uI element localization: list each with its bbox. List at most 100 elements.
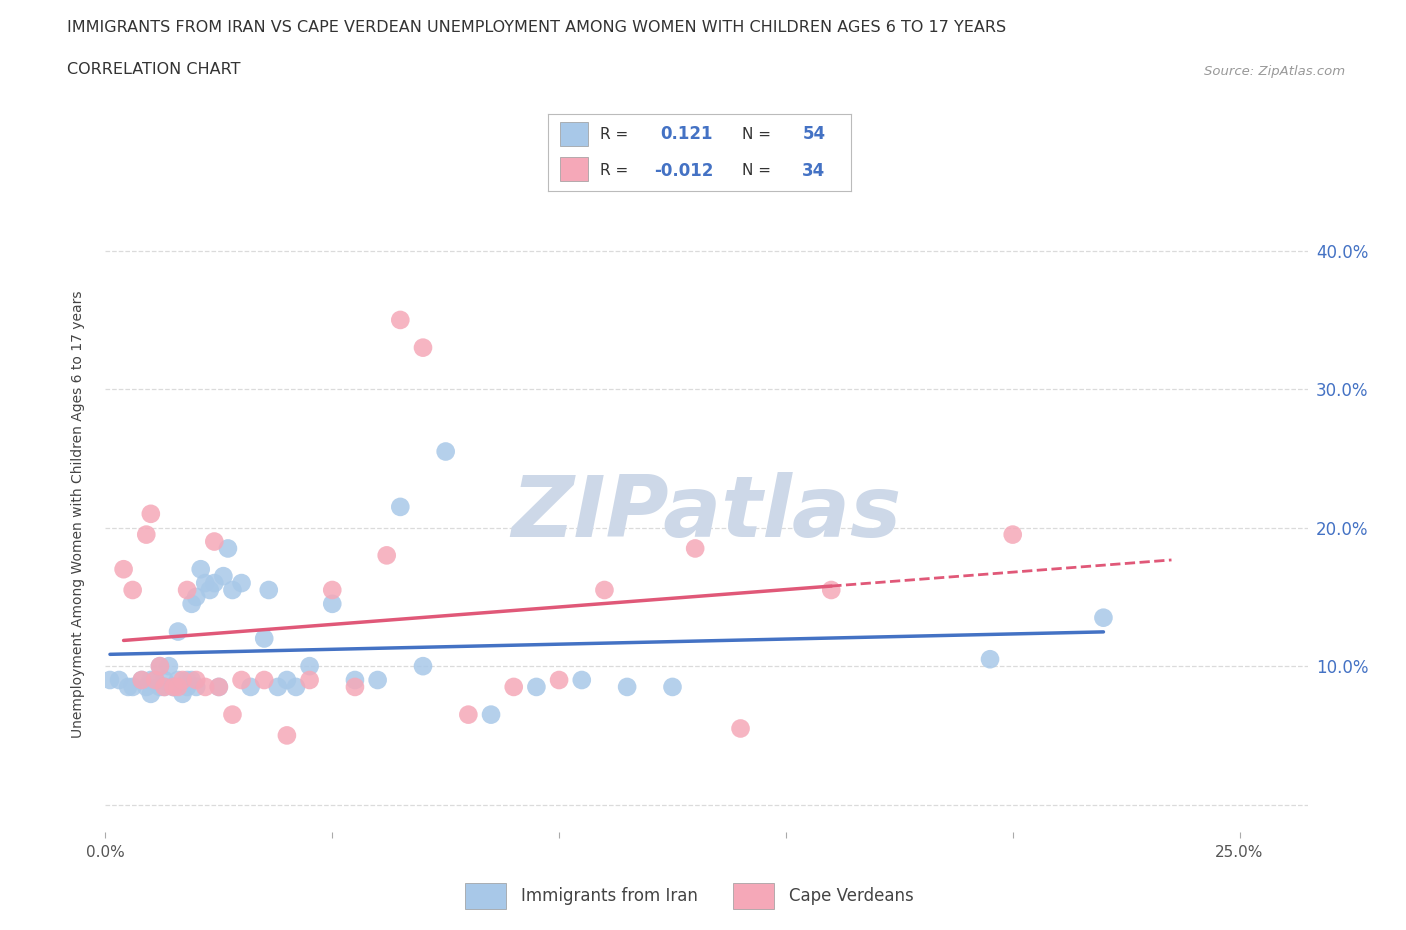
Text: N =: N =	[742, 126, 770, 141]
Point	[108, 672, 131, 687]
Point	[131, 672, 153, 687]
Text: Immigrants from Iran: Immigrants from Iran	[520, 886, 697, 905]
Point	[157, 658, 180, 673]
Point	[149, 658, 172, 673]
Point	[98, 672, 121, 687]
Point	[162, 680, 184, 695]
Point	[153, 672, 176, 687]
Point	[190, 562, 212, 577]
Point	[1092, 610, 1115, 625]
Point	[149, 680, 172, 695]
Point	[131, 672, 153, 687]
Text: R =: R =	[600, 126, 628, 141]
Point	[176, 582, 198, 597]
Point	[167, 672, 190, 687]
Text: R =: R =	[600, 164, 628, 179]
Point	[167, 624, 190, 639]
Point	[176, 680, 198, 695]
Point	[180, 596, 202, 611]
Point	[548, 672, 571, 687]
Point	[139, 506, 162, 521]
Point	[221, 707, 243, 722]
Point	[186, 672, 208, 687]
Point	[683, 541, 706, 556]
Bar	[561, 157, 588, 181]
Point	[153, 680, 176, 695]
Text: 34: 34	[803, 162, 825, 179]
Point	[267, 680, 290, 695]
Point	[139, 686, 162, 701]
Text: ZIPatlas: ZIPatlas	[512, 472, 901, 555]
Point	[121, 680, 143, 695]
Point	[253, 672, 276, 687]
Point	[375, 548, 398, 563]
Point	[321, 596, 343, 611]
Point	[979, 652, 1001, 667]
Text: 0.121: 0.121	[661, 126, 713, 143]
Point	[479, 707, 502, 722]
Point	[285, 680, 308, 695]
Text: IMMIGRANTS FROM IRAN VS CAPE VERDEAN UNEMPLOYMENT AMONG WOMEN WITH CHILDREN AGES: IMMIGRANTS FROM IRAN VS CAPE VERDEAN UNE…	[67, 20, 1007, 35]
Point	[616, 680, 638, 695]
Point	[502, 680, 524, 695]
Point	[253, 631, 276, 646]
Point	[139, 672, 162, 687]
Point	[143, 672, 166, 687]
Point	[143, 672, 166, 687]
Point	[208, 680, 231, 695]
Text: -0.012: -0.012	[654, 162, 713, 179]
Point	[571, 672, 593, 687]
Point	[343, 672, 366, 687]
Point	[343, 680, 366, 695]
Point	[276, 728, 298, 743]
Point	[194, 576, 217, 591]
Point	[162, 680, 184, 695]
Point	[121, 582, 143, 597]
Y-axis label: Unemployment Among Women with Children Ages 6 to 17 years: Unemployment Among Women with Children A…	[70, 290, 84, 737]
Point	[457, 707, 479, 722]
Point	[820, 582, 842, 597]
Text: 54: 54	[803, 126, 825, 143]
Point	[172, 686, 194, 701]
Point	[257, 582, 280, 597]
Point	[321, 582, 343, 597]
Point	[239, 680, 262, 695]
Point	[217, 541, 239, 556]
Point	[186, 590, 208, 604]
Point	[1001, 527, 1024, 542]
Point	[276, 672, 298, 687]
Point	[202, 576, 225, 591]
Point	[186, 680, 208, 695]
Point	[135, 527, 157, 542]
Point	[117, 680, 139, 695]
Point	[661, 680, 683, 695]
Point	[389, 312, 412, 327]
Point	[526, 680, 548, 695]
Point	[198, 582, 221, 597]
Text: CORRELATION CHART: CORRELATION CHART	[67, 62, 240, 77]
Point	[212, 569, 235, 584]
Text: Cape Verdeans: Cape Verdeans	[789, 886, 914, 905]
Point	[162, 680, 184, 695]
Point	[135, 680, 157, 695]
Point	[194, 680, 217, 695]
Point	[367, 672, 389, 687]
Text: Source: ZipAtlas.com: Source: ZipAtlas.com	[1205, 65, 1346, 78]
Point	[231, 672, 253, 687]
Point	[412, 340, 434, 355]
Point	[167, 680, 190, 695]
Point	[298, 658, 321, 673]
Point	[149, 658, 172, 673]
Point	[208, 680, 231, 695]
Point	[593, 582, 616, 597]
Point	[153, 680, 176, 695]
Point	[298, 672, 321, 687]
Point	[389, 499, 412, 514]
Point	[172, 672, 194, 687]
Bar	[465, 883, 506, 909]
Point	[112, 562, 135, 577]
Bar	[734, 883, 773, 909]
Point	[180, 672, 202, 687]
Bar	[561, 122, 588, 146]
Point	[202, 534, 225, 549]
